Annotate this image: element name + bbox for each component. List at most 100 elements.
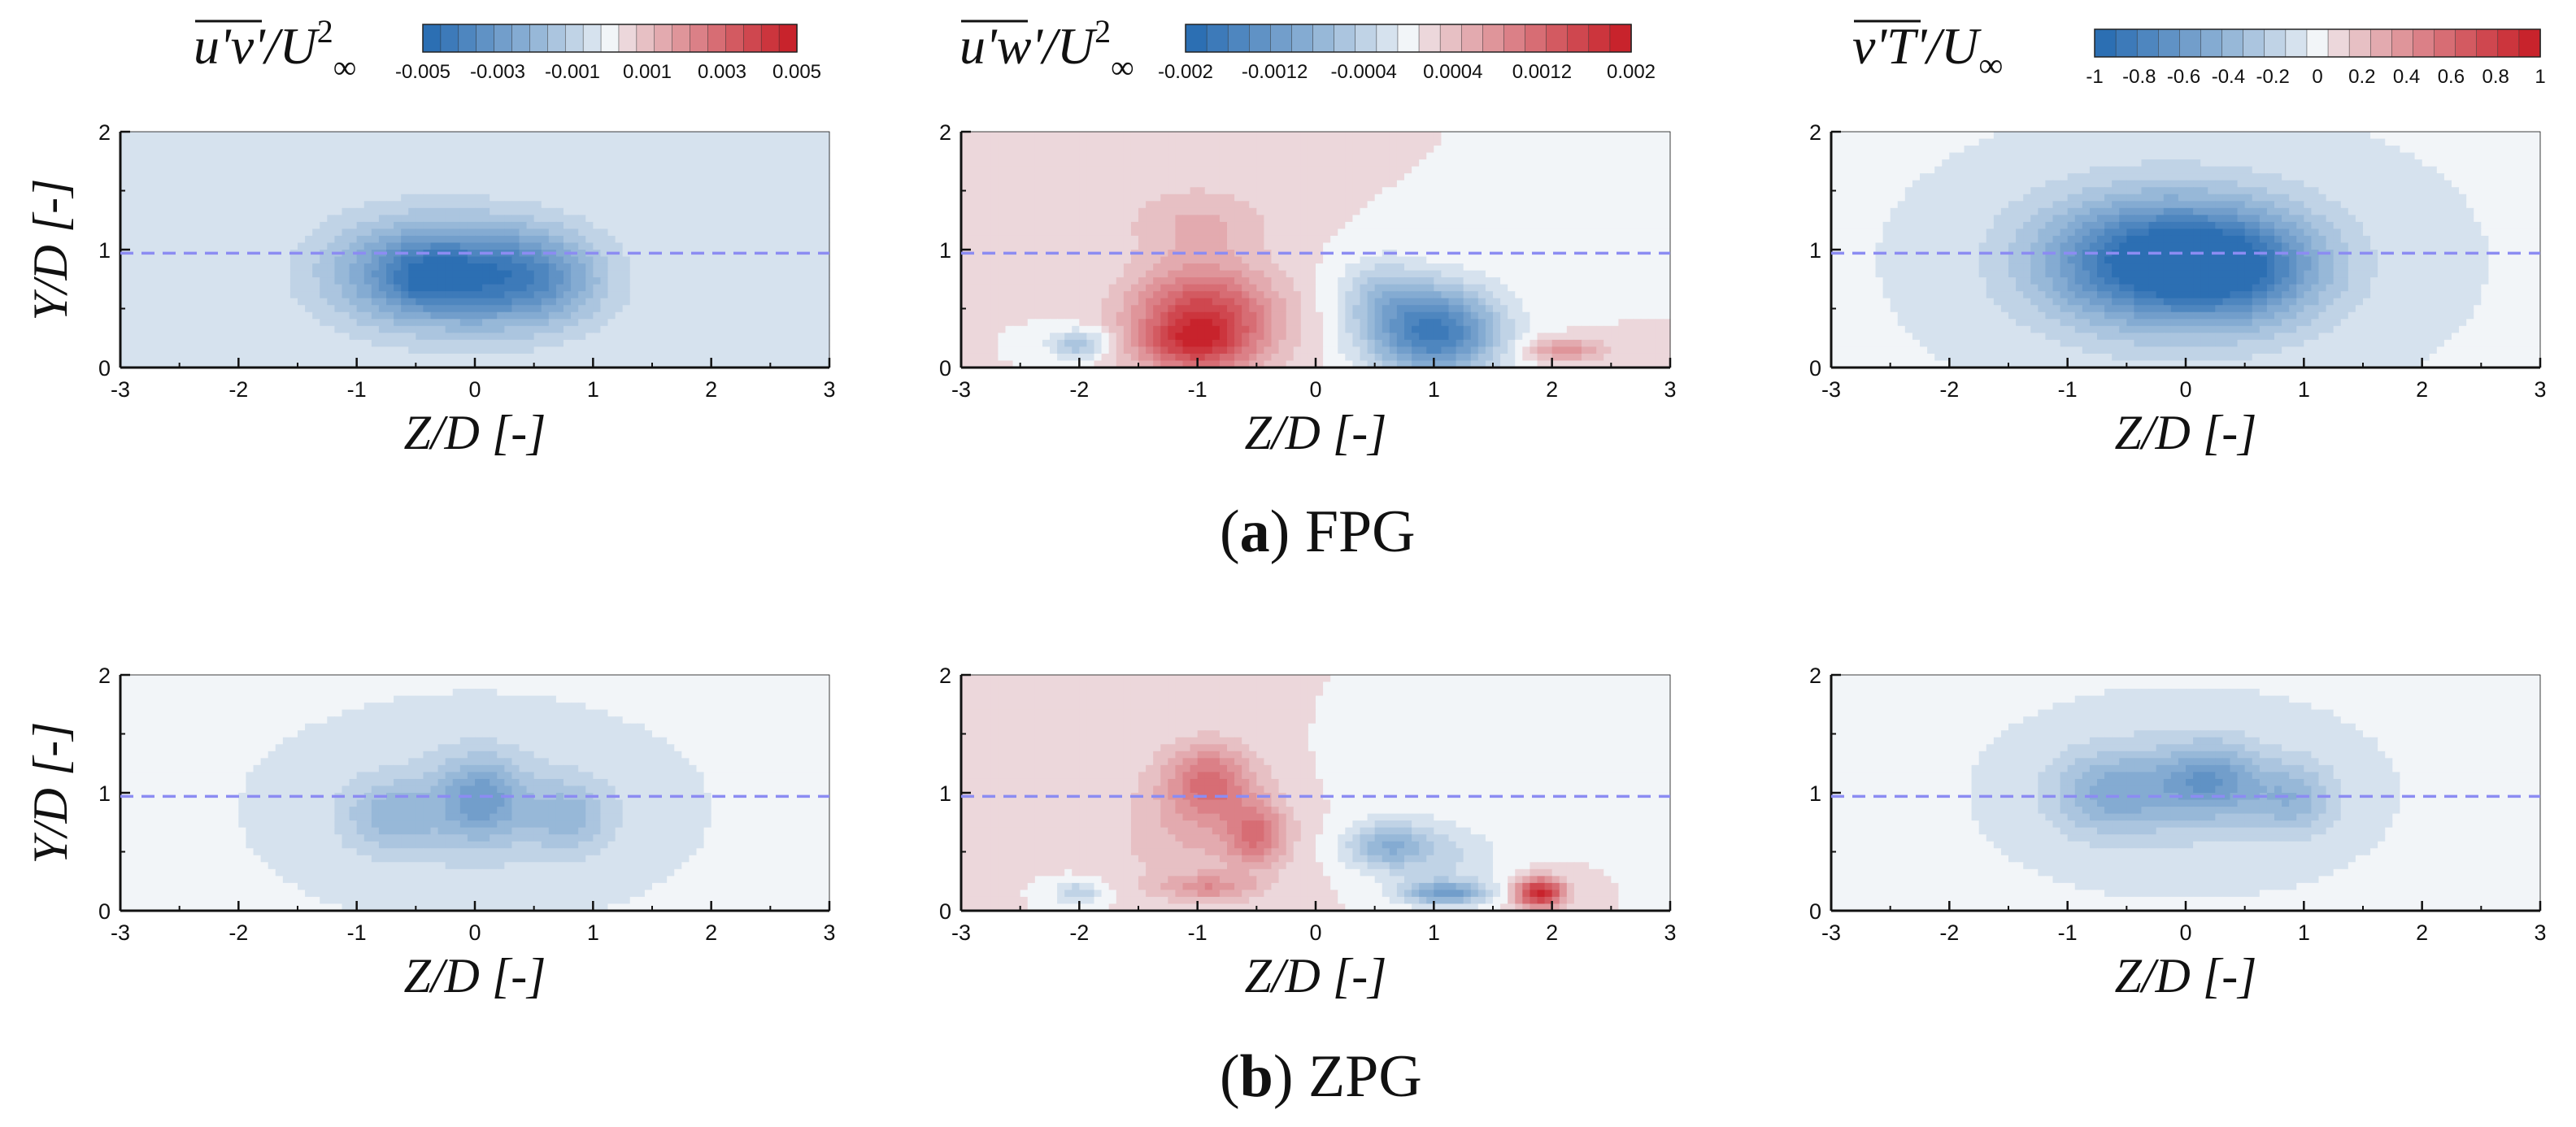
colorbar-tick-label: -0.002: [1158, 61, 1213, 83]
colorbar-segment: [2391, 29, 2413, 57]
colorbar-segment: [761, 24, 779, 52]
x-axis-label: Z/D [-]: [1244, 949, 1386, 1003]
colorbar-segment: [1440, 24, 1462, 52]
colorbar-segment: [1228, 24, 1250, 52]
x-tick-label: 2: [2416, 377, 2428, 402]
y-axis-label: Y/D [-]: [24, 178, 77, 320]
x-tick-label: 2: [705, 377, 717, 402]
x-axis-label: Z/D [-]: [403, 406, 546, 459]
contour-field: [961, 675, 1671, 912]
colorbar-segment: [637, 24, 655, 52]
colorbar-segment: [1334, 24, 1356, 52]
x-tick-label: 0: [2179, 377, 2191, 402]
colorbar-tick-label: -0.001: [545, 61, 600, 83]
panel-title: u'w'/U2∞: [959, 13, 1134, 85]
y-tick-label: 2: [1809, 664, 1821, 688]
colorbar-tick-label: 0.0012: [1512, 61, 1572, 83]
x-tick-label: 0: [1309, 920, 1321, 945]
colorbar-segment: [690, 24, 708, 52]
colorbar-segment: [1568, 24, 1590, 52]
colorbar-segment: [2370, 29, 2392, 57]
colorbar-tick-label: 0.002: [1607, 61, 1656, 83]
colorbar-tick-label: -0.005: [395, 61, 450, 83]
x-tick-label: 1: [2298, 377, 2310, 402]
colorbar-tick-label: -0.2: [2256, 66, 2290, 88]
colorbar-segment: [1291, 24, 1313, 52]
colorbar-segment: [779, 24, 797, 52]
colorbar-tick-label: 0: [2312, 66, 2322, 88]
x-tick-label: 2: [2416, 920, 2428, 945]
contour-field: [961, 132, 1671, 368]
colorbar-tick-label: -0.6: [2167, 66, 2200, 88]
contour-field: [1831, 132, 2541, 368]
colorbar-tick-label: 1: [2535, 66, 2545, 88]
colorbar-segment: [1419, 24, 1441, 52]
colorbar-tick-label: 0.6: [2438, 66, 2465, 88]
x-tick-label: -3: [951, 377, 971, 402]
colorbar-segment: [2456, 29, 2478, 57]
colorbar-segment: [743, 24, 761, 52]
colorbar-tick-label: -0.003: [470, 61, 525, 83]
colorbar-segment: [1610, 24, 1632, 52]
x-tick-label: -2: [1939, 377, 1959, 402]
x-tick-label: 3: [2534, 377, 2546, 402]
y-tick-label: 1: [939, 238, 951, 263]
colorbar-segment: [547, 24, 565, 52]
y-tick-label: 1: [1809, 238, 1821, 263]
colorbar-segment: [2222, 29, 2244, 57]
colorbar-segment: [2286, 29, 2308, 57]
colorbar-segment: [1355, 24, 1377, 52]
x-tick-label: -1: [347, 920, 367, 945]
colorbar-segment: [2349, 29, 2371, 57]
x-tick-label: 2: [1546, 920, 1558, 945]
x-tick-label: 3: [823, 377, 835, 402]
colorbar-segment: [2179, 29, 2201, 57]
colorbar-tick-label: 0.003: [698, 61, 746, 83]
colorbar-segment: [1207, 24, 1229, 52]
colorbar-segment: [2200, 29, 2222, 57]
x-tick-label: -2: [1069, 920, 1089, 945]
colorbar-segment: [1525, 24, 1547, 52]
y-tick-label: 2: [98, 120, 111, 145]
x-axis-label: Z/D [-]: [2114, 949, 2256, 1003]
colorbar-segment: [2413, 29, 2435, 57]
colorbar-segment: [672, 24, 690, 52]
y-tick-label: 2: [98, 664, 111, 688]
colorbar-segment: [423, 24, 441, 52]
colorbar-segment: [2137, 29, 2159, 57]
colorbar-segment: [2328, 29, 2350, 57]
x-tick-label: 1: [587, 920, 599, 945]
y-tick-label: 1: [98, 781, 111, 806]
colorbar-segment: [2519, 29, 2541, 57]
colorbar: -0.002 -0.0012 -0.0004 0.0004 0.0012 0.002: [1158, 24, 1656, 83]
colorbar-segment: [1482, 24, 1504, 52]
colorbar-tick-label: 0.4: [2393, 66, 2420, 88]
y-tick-label: 0: [98, 899, 111, 924]
colorbar-segment: [2243, 29, 2265, 57]
title-text: u'w'/U2∞: [959, 13, 1134, 85]
x-tick-label: 3: [1664, 377, 1676, 402]
x-tick-label: -3: [111, 920, 130, 945]
colorbar-tick-label: 0.005: [772, 61, 821, 83]
y-tick-label: 1: [1809, 781, 1821, 806]
colorbar-segment: [2158, 29, 2180, 57]
y-tick-label: 0: [1809, 356, 1821, 381]
colorbar-segment: [725, 24, 743, 52]
y-axis-label: Y/D [-]: [24, 721, 77, 864]
y-tick-label: 0: [939, 356, 951, 381]
caption-fpg: (a) FPG: [1220, 498, 1416, 567]
colorbar-segment: [601, 24, 619, 52]
colorbar-tick-label: -1: [2086, 66, 2103, 88]
colorbar-segment: [529, 24, 547, 52]
x-tick-label: 0: [468, 377, 481, 402]
y-tick-label: 2: [1809, 120, 1821, 145]
x-tick-label: -3: [111, 377, 130, 402]
y-tick-label: 1: [939, 781, 951, 806]
x-tick-label: -2: [1939, 920, 1959, 945]
x-tick-label: -1: [2058, 377, 2078, 402]
colorbar-tick-label: 0.8: [2482, 66, 2509, 88]
y-tick-label: 0: [98, 356, 111, 381]
colorbar-tick-label: -0.8: [2122, 66, 2156, 88]
panel-title: v'T'/U∞: [1852, 17, 2003, 85]
